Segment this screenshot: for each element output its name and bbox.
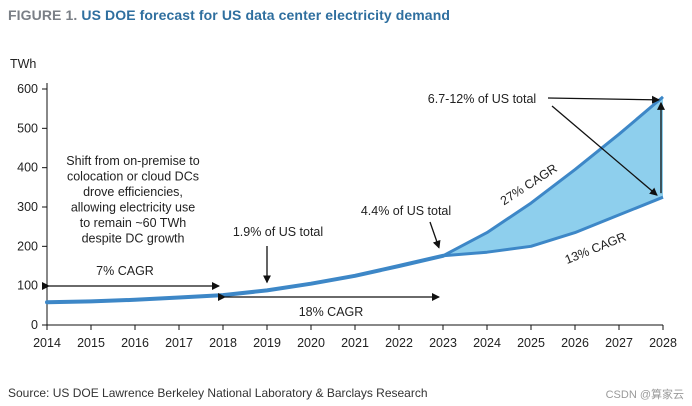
shift-note-line: to remain ~60 TWh (80, 216, 186, 230)
y-tick-label: 600 (17, 82, 38, 96)
pct-2028-arrow-low (551, 105, 658, 196)
y-tick-label: 200 (17, 239, 38, 253)
x-tick-label: 2016 (121, 336, 149, 350)
y-axis-label: TWh (10, 57, 36, 71)
x-tick-label: 2024 (473, 336, 501, 350)
forecast-band (443, 96, 663, 256)
x-tick-label: 2017 (165, 336, 193, 350)
shift-note-line: drove efficiencies, (83, 185, 183, 199)
watermark: CSDN @算家云 (605, 389, 684, 401)
shift-note-line: colocation or cloud DCs (67, 170, 199, 184)
figure-title: FIGURE 1. US DOE forecast for US data ce… (8, 7, 450, 23)
shift-note-line: Shift from on-premise to (66, 154, 199, 168)
x-tick-label: 2019 (253, 336, 281, 350)
pct-2028-arrow-high (547, 95, 660, 104)
pct-2028-label: 6.7-12% of US total (428, 92, 536, 106)
figure-title-text: US DOE forecast for US data center elect… (81, 7, 450, 23)
figure-label: FIGURE 1. (8, 7, 78, 23)
x-tick-label: 2014 (33, 336, 61, 350)
y-tick-label: 400 (17, 161, 38, 175)
x-tick-label: 2018 (209, 336, 237, 350)
pct-2023-label: 4.4% of US total (361, 204, 451, 218)
x-tick-label: 2022 (385, 336, 413, 350)
x-tick-label: 2021 (341, 336, 369, 350)
x-tick-label: 2028 (649, 336, 677, 350)
series-line-historical (45, 253, 445, 305)
y-tick-label: 100 (17, 279, 38, 293)
series-line-high (442, 95, 664, 258)
x-tick-label: 2015 (77, 336, 105, 350)
pct-2023-arrow (429, 221, 441, 249)
series-line-low (442, 195, 664, 258)
cagr-13-label: 13% CAGR (563, 230, 628, 267)
shift-note-line: allowing electricity use (71, 201, 195, 215)
x-tick-label: 2025 (517, 336, 545, 350)
shift-note-line: despite DC growth (82, 232, 185, 246)
x-tick-label: 2020 (297, 336, 325, 350)
cagr-18-label: 18% CAGR (299, 305, 364, 319)
x-tick-label: 2027 (605, 336, 633, 350)
y-tick-label: 300 (17, 200, 38, 214)
y-tick-label: 0 (31, 318, 38, 332)
source-note: Source: US DOE Lawrence Berkeley Nationa… (8, 386, 428, 400)
y-tick-label: 500 (17, 121, 38, 135)
x-tick-label: 2023 (429, 336, 457, 350)
x-tick-label: 2026 (561, 336, 589, 350)
pct-2019-label: 1.9% of US total (233, 225, 323, 239)
cagr-7-label: 7% CAGR (96, 264, 154, 278)
